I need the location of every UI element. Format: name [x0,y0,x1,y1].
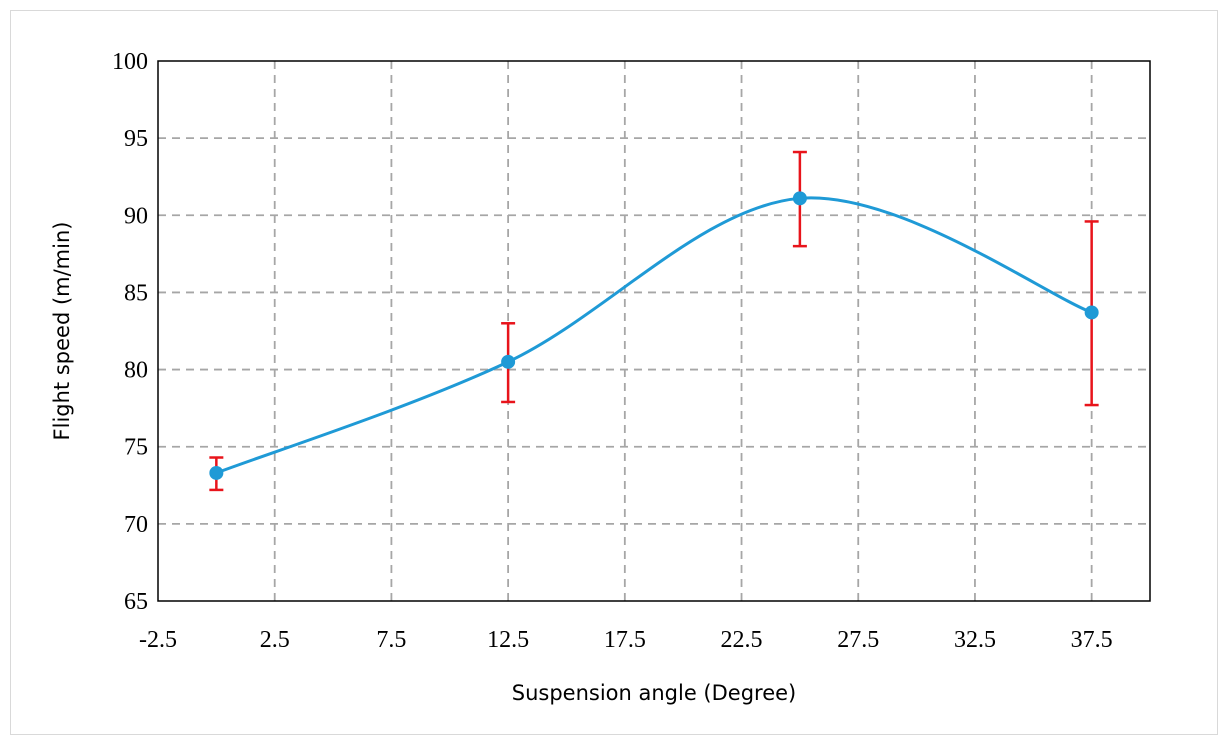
y-tick-label: 70 [124,512,148,538]
x-tick-label: 32.5 [954,627,996,653]
data-point [209,465,224,480]
data-point [1084,305,1099,320]
error-bars [209,150,1099,492]
grid-lines [158,61,1150,601]
x-tick-label: 2.5 [260,627,290,653]
y-tick-label: 95 [124,126,148,152]
x-tick-label: 7.5 [376,627,406,653]
data-point [792,191,807,206]
y-tick-label: 65 [124,589,148,615]
x-tick-label: 22.5 [721,627,763,653]
y-tick-labels: 65 70 75 80 85 90 95 100 [112,49,148,615]
x-axis-title: Suspension angle (Degree) [512,681,797,705]
x-tick-label: 17.5 [604,627,646,653]
x-tick-label: 12.5 [487,627,529,653]
y-tick-label: 75 [124,435,148,461]
x-tick-labels: -2.5 2.5 7.5 12.5 17.5 22.5 27.5 32.5 37.5 [139,627,1113,653]
y-tick-label: 100 [112,49,148,75]
y-tick-label: 80 [124,358,148,384]
plot-area [157,60,1151,602]
y-tick-label: 90 [124,203,148,229]
x-tick-label: -2.5 [139,627,177,653]
data-points [209,191,1099,480]
x-tick-label: 27.5 [837,627,879,653]
data-point [501,354,516,369]
x-tick-label: 37.5 [1071,627,1113,653]
y-tick-label: 85 [124,280,148,306]
series-line [215,196,1093,475]
chart-frame [10,10,1218,735]
y-axis-title: Flight speed (m/min) [50,222,74,441]
